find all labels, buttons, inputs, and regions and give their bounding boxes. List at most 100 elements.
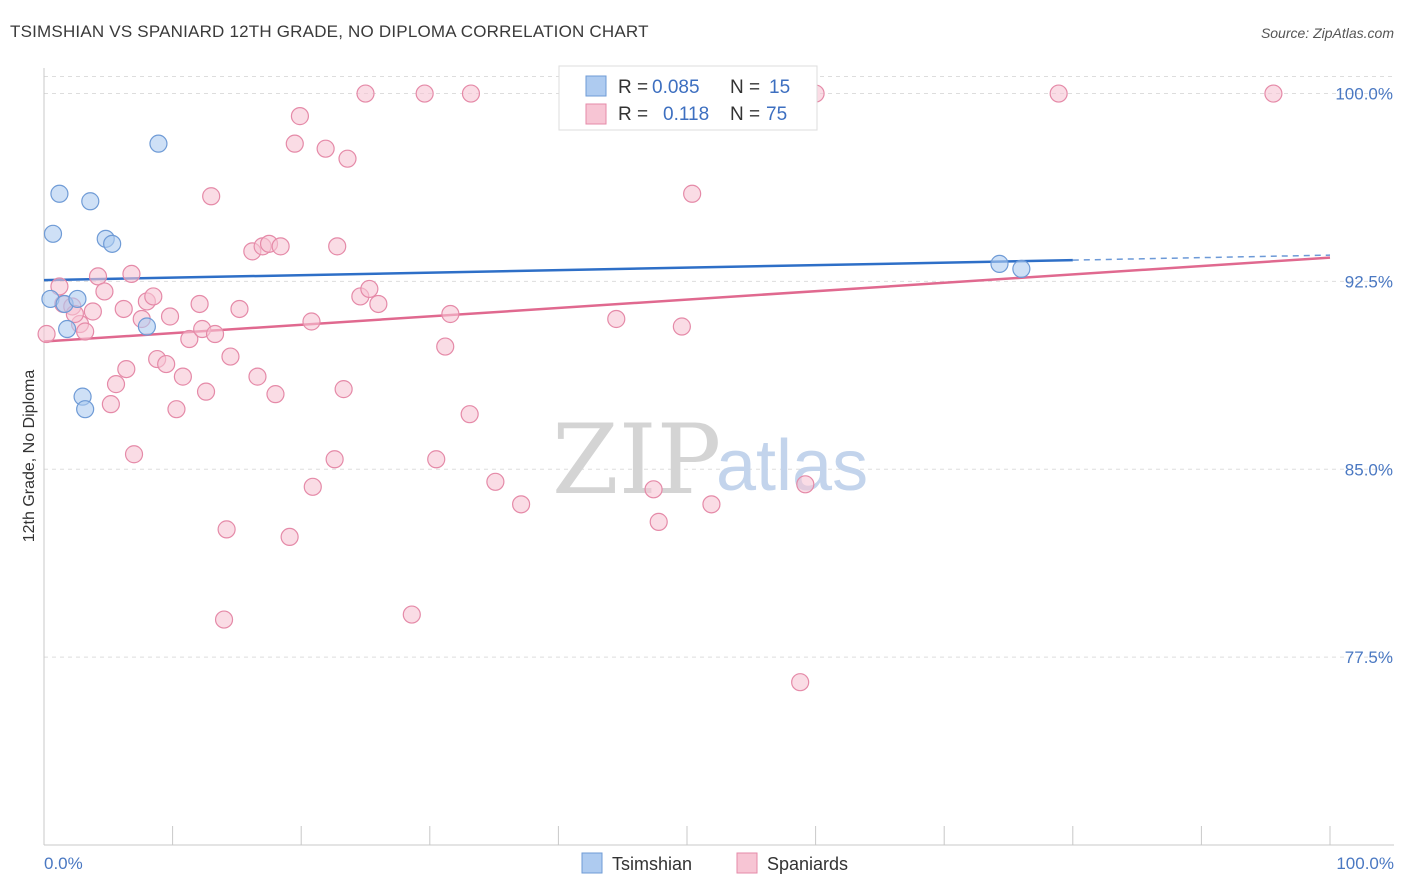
y-tick-label-85: 85.0%	[1345, 460, 1393, 479]
tsimshian-point	[43, 224, 63, 243]
spaniards-point	[791, 673, 810, 692]
y-tick-label-77.5: 77.5%	[1345, 648, 1393, 667]
y-tick-label-100: 100.0%	[1335, 85, 1393, 104]
spaniards-point	[202, 187, 221, 206]
x-tick-label-100: 100.0%	[1336, 854, 1394, 873]
spaniards-point	[157, 354, 176, 374]
spaniards-point	[427, 450, 446, 469]
bottom-legend-swatch-tsimshian	[581, 852, 603, 874]
axes	[43, 68, 1394, 846]
tsimshian-point	[149, 134, 168, 153]
spaniards-point	[50, 277, 69, 296]
spaniards-point	[436, 337, 455, 356]
tsimshian-point	[50, 184, 69, 203]
bottom-legend: Tsimshian Spaniards	[581, 852, 848, 874]
tsimshian-point	[137, 317, 156, 336]
tsimshian-point	[990, 254, 1009, 273]
legend-r-label-spaniards: R =	[618, 104, 648, 125]
bottom-legend-swatch-spaniards	[736, 852, 758, 874]
trend-line-spaniards	[43, 256, 1331, 343]
spaniards-point	[173, 367, 192, 386]
trend-line-tsimshian-extension	[1072, 254, 1331, 261]
spaniards-point	[37, 324, 56, 344]
spaniards-point	[328, 237, 347, 256]
spaniards-point	[338, 149, 357, 168]
spaniards-point	[114, 299, 133, 319]
spaniards-point	[83, 302, 102, 321]
tsimshian-point	[58, 319, 77, 339]
spaniards-point	[205, 324, 225, 344]
source-label: Source: ZipAtlas.com	[1260, 25, 1394, 41]
spaniards-point	[101, 395, 120, 414]
spaniards-point	[190, 294, 209, 314]
spaniards-point	[117, 359, 136, 379]
spaniards-point	[402, 605, 421, 624]
spaniards-point	[702, 495, 721, 514]
spaniards-point	[644, 480, 663, 499]
spaniards-point	[217, 520, 236, 539]
gridlines	[44, 76, 1394, 658]
spaniards-point	[248, 367, 267, 386]
spaniards-point	[76, 322, 95, 341]
bottom-legend-label-spaniards: Spaniards	[767, 854, 848, 874]
tsimshian-point	[81, 192, 100, 211]
trend-lines	[43, 254, 1331, 343]
legend-swatch-tsimshian	[585, 75, 607, 97]
spaniards-point	[441, 304, 460, 324]
spaniards-point	[415, 84, 434, 103]
spaniards-point	[230, 299, 249, 319]
spaniards-point	[221, 347, 240, 366]
legend-r-value-spaniards: 0.118	[663, 104, 709, 125]
legend: R = 0.085 N = 15 R = 0.118 N = 75	[558, 65, 818, 131]
spaniards-point	[106, 375, 126, 394]
spaniards-point	[649, 512, 668, 531]
spaniards-point	[1049, 84, 1068, 103]
spaniards-point	[325, 450, 344, 469]
spaniards-point	[796, 475, 815, 494]
spaniards-point	[271, 237, 290, 256]
x-tick-label-0: 0.0%	[44, 854, 83, 873]
spaniards-point	[196, 382, 216, 401]
y-tick-labels: 77.5% 85.0% 92.5% 100.0%	[1335, 85, 1393, 668]
trend-line-tsimshian	[43, 258, 1073, 282]
spaniards-point	[334, 380, 353, 399]
spaniards-point	[369, 294, 388, 314]
spaniards-point	[122, 264, 141, 284]
spaniards-point	[124, 445, 144, 464]
spaniards-point	[180, 329, 199, 349]
legend-r-value-tsimshian: 0.085	[652, 77, 700, 98]
spaniards-point	[290, 107, 310, 126]
spaniards-point	[266, 385, 285, 404]
spaniards-point	[144, 287, 163, 306]
spaniards-point	[316, 139, 335, 158]
spaniards-point	[1264, 84, 1283, 103]
y-axis-title: 12th Grade, No Diploma	[21, 370, 38, 543]
spaniards-point	[160, 307, 180, 326]
tsimshian-points	[41, 134, 1031, 419]
y-tick-label-92.5: 92.5%	[1345, 272, 1393, 291]
watermark-zip: ZIP	[552, 404, 721, 516]
spaniards-point	[303, 477, 322, 496]
bottom-legend-label-tsimshian: Tsimshian	[612, 854, 692, 874]
spaniards-point	[486, 472, 505, 491]
spaniards-points	[37, 84, 1283, 692]
legend-n-label-tsimshian: N =	[730, 77, 760, 98]
spaniards-point	[360, 279, 379, 299]
x-ticks	[43, 826, 1331, 845]
spaniards-point	[95, 282, 114, 301]
spaniards-point	[280, 527, 299, 547]
tsimshian-point	[1012, 259, 1031, 278]
spaniards-point	[356, 84, 375, 103]
spaniards-point	[672, 317, 691, 336]
spaniards-point	[683, 184, 702, 203]
spaniards-point	[214, 610, 234, 629]
spaniards-point	[512, 495, 531, 514]
watermark-atlas: atlas	[716, 426, 868, 506]
spaniards-point	[302, 312, 321, 331]
spaniards-point	[88, 267, 108, 286]
spaniards-point	[167, 400, 186, 419]
spaniards-point	[460, 405, 479, 424]
legend-swatch-spaniards	[585, 103, 607, 125]
legend-n-value-spaniards: 75	[766, 104, 787, 125]
